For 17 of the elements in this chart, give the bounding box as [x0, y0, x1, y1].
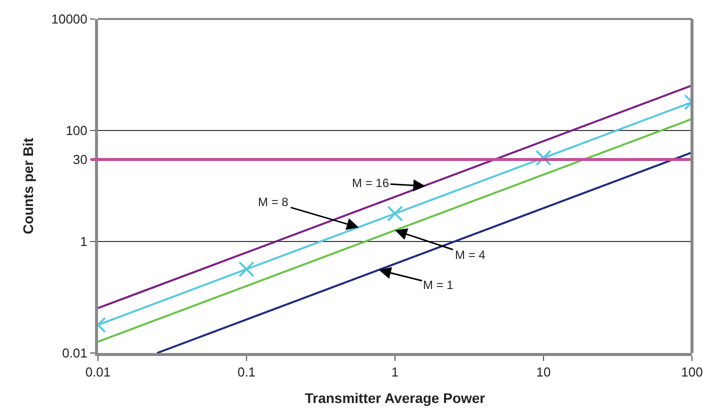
x-tick-label: 100	[681, 364, 703, 380]
x-tick-label: 1	[391, 364, 399, 380]
x-tick-label: 10	[536, 364, 551, 380]
x-axis-title: Transmitter Average Power	[304, 390, 486, 406]
y-tick-label: 0.01	[62, 346, 88, 361]
x-tick-label: 0.1	[237, 364, 256, 380]
y-tick-label: 100	[66, 122, 88, 138]
x-tick-label: 0.01	[85, 364, 111, 380]
y-tick-label: 10000	[51, 12, 88, 27]
annotation: M = 8	[258, 195, 289, 209]
y-tick-label: 1	[80, 234, 88, 250]
annotation: M = 16	[352, 176, 390, 190]
y-axis-title: Counts per Bit	[20, 137, 36, 234]
annotation: M = 4	[455, 248, 486, 262]
point	[387, 206, 403, 222]
y-tick-label: 30	[72, 152, 88, 167]
annotation: M = 1	[423, 278, 454, 292]
